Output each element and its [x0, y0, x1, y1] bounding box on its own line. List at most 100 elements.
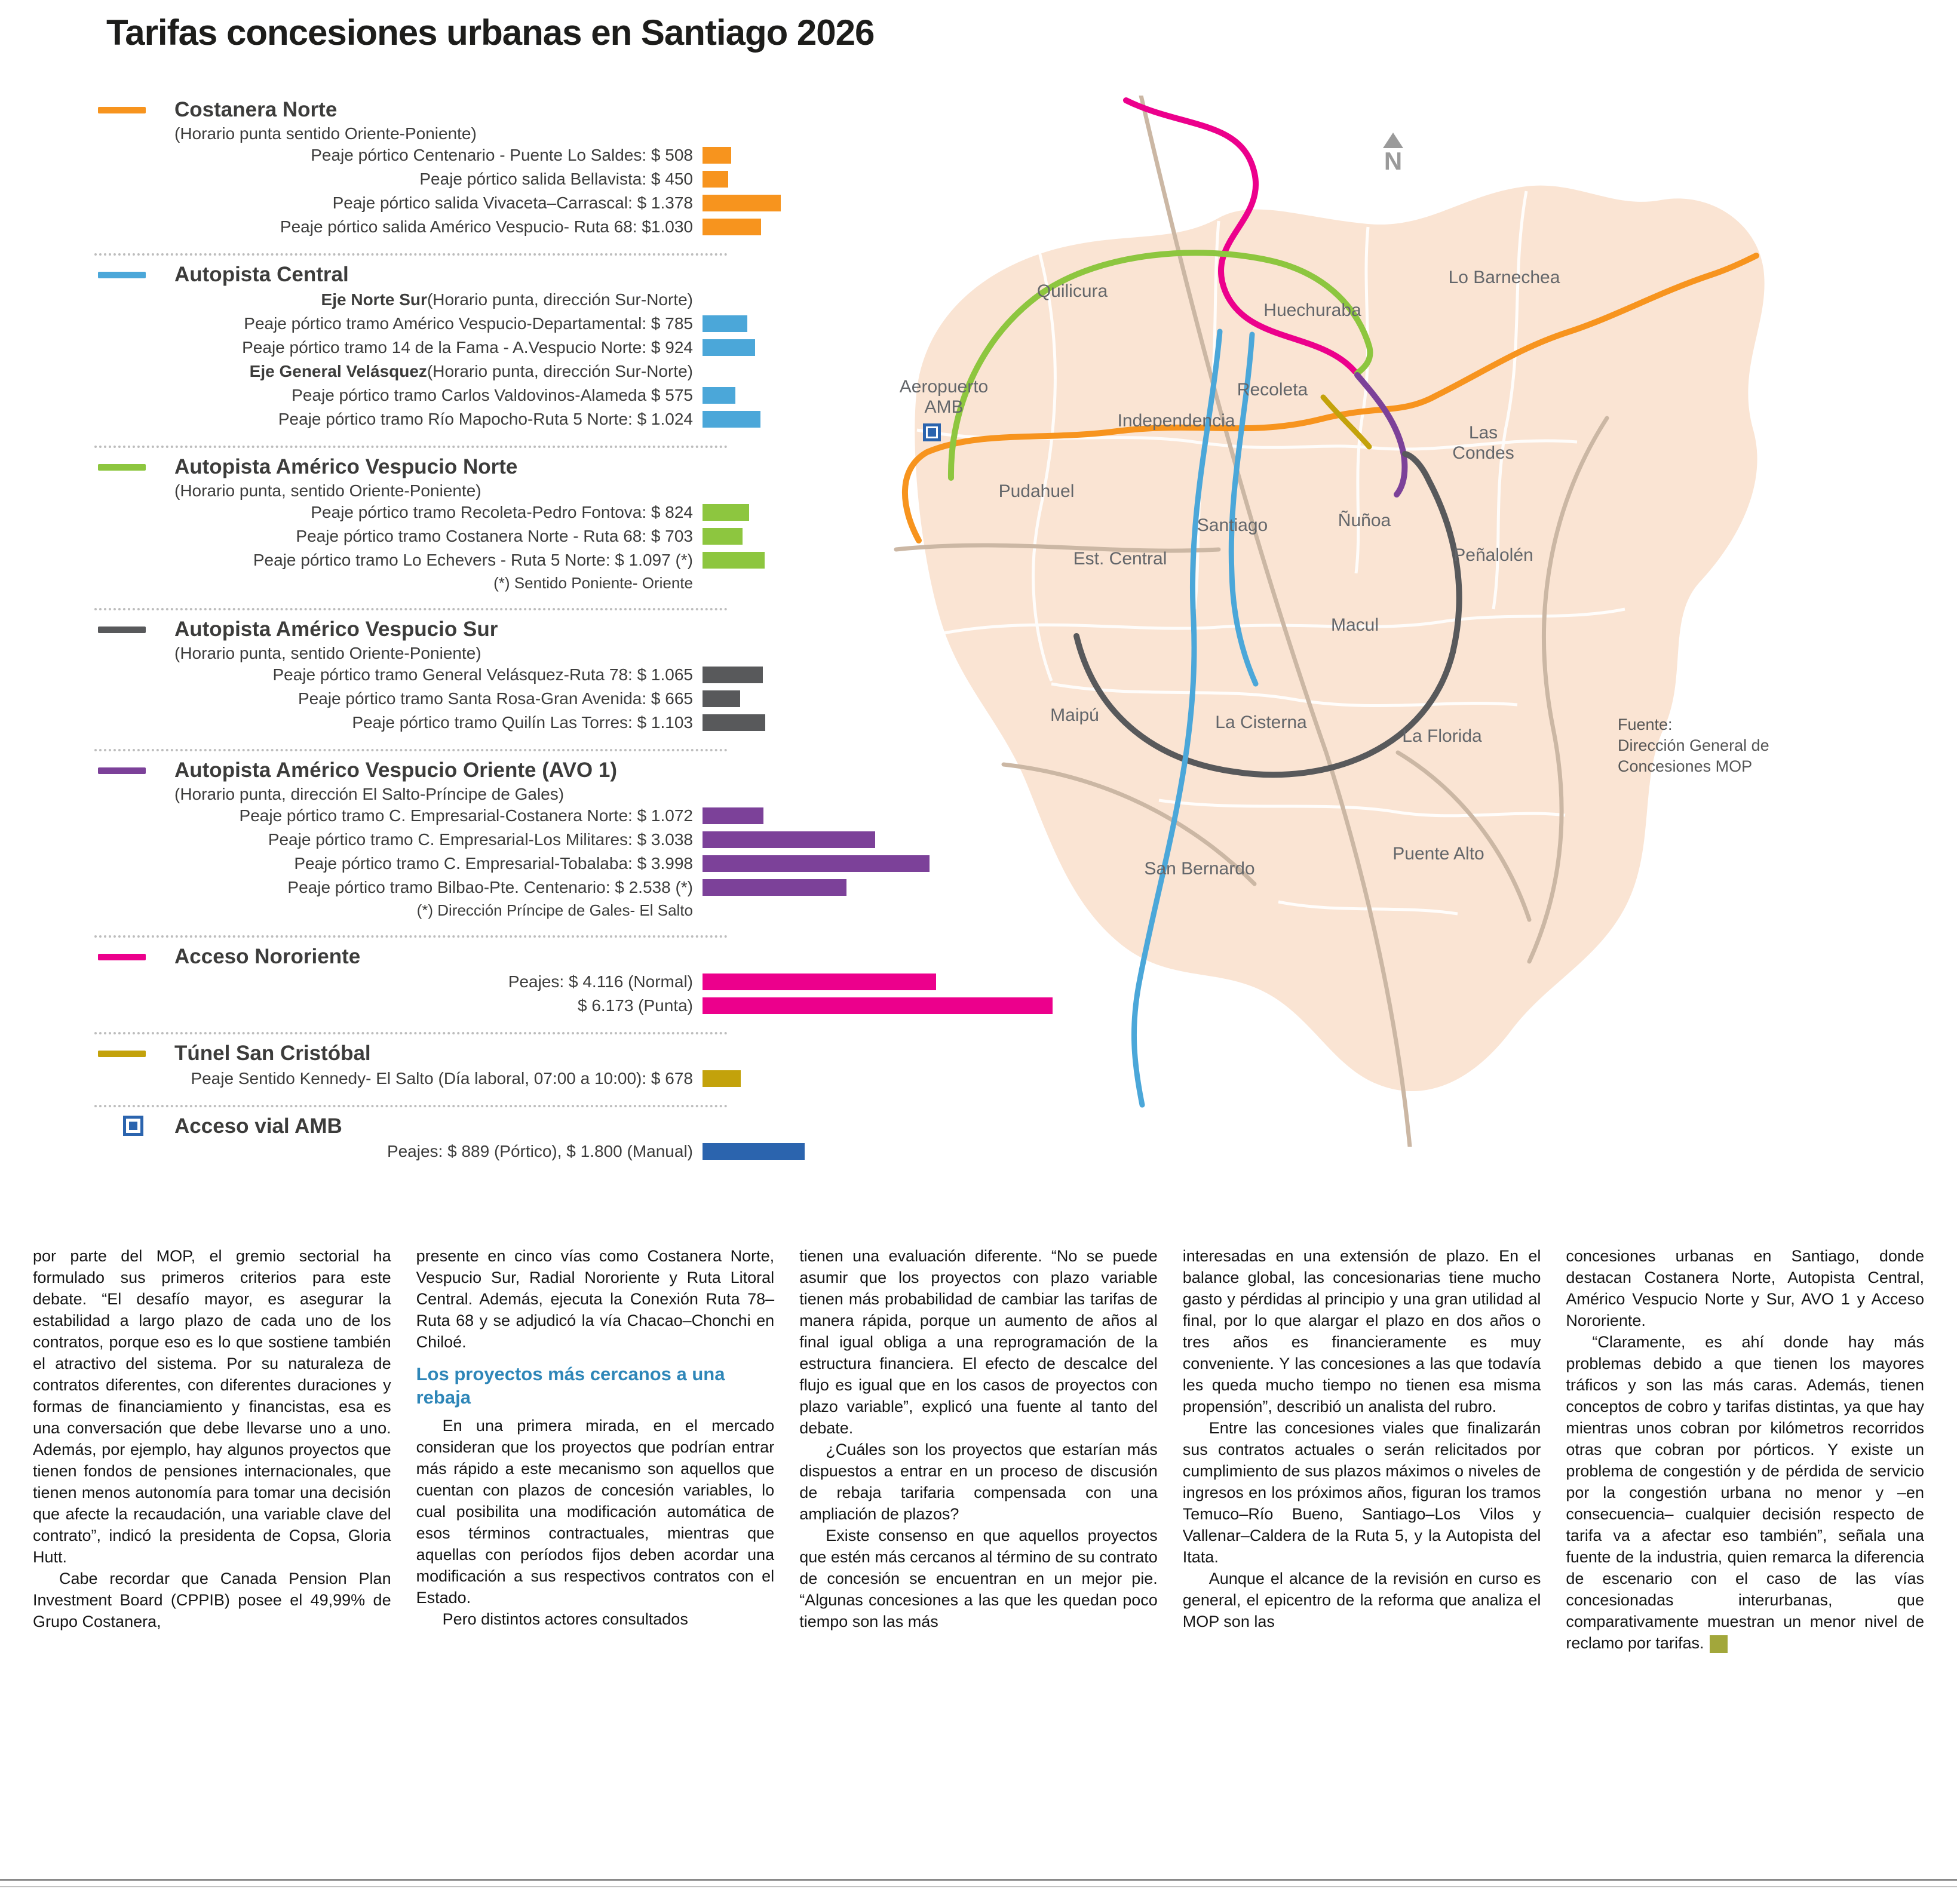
article-paragraph: ¿Cuáles son los proyectos que estarían m…	[799, 1441, 1158, 1523]
route-avo1	[1354, 372, 1408, 498]
legend-separator	[94, 1105, 728, 1107]
article-paragraph: presente en cinco vías como Costanera No…	[416, 1247, 775, 1351]
toll-label: Peaje pórtico tramo Costanera Norte - Ru…	[296, 527, 693, 545]
route-costanera-norte	[902, 253, 1759, 543]
toll-label: Peajes: $ 889 (Pórtico), $ 1.800 (Manual…	[387, 1142, 693, 1160]
toll-row: Peaje pórtico tramo Quilín Las Torres: $…	[90, 711, 1165, 735]
article-paragraph: Existe consenso en que aquellos proyecto…	[799, 1527, 1158, 1630]
toll-label: Peaje pórtico tramo 14 de la Fama - A.Ve…	[242, 338, 693, 357]
toll-group-name: Eje General Velásquez	[249, 362, 427, 380]
toll-bar	[703, 411, 760, 428]
toll-legend: Costanera Norte (Horario punta sentido Or…	[90, 91, 1165, 1172]
toll-bar	[703, 552, 765, 569]
map-label-lobarnechea: Lo Barnechea	[1449, 268, 1560, 288]
toll-label: Peaje pórtico tramo C. Empresarial-Los M…	[268, 830, 693, 849]
map-label-line: Santiago	[1197, 515, 1268, 535]
legend-section: Acceso vial AMB Peajes: $ 889 (Pórtico), …	[90, 1107, 1165, 1172]
legend-color-swatch	[98, 272, 146, 278]
legend-section-name: Autopista Central	[174, 263, 349, 286]
toll-row: Peaje pórtico tramo 14 de la Fama - A.Ve…	[90, 336, 1165, 360]
map-canvas	[894, 96, 1765, 1147]
map-label-independencia: Independencia	[1118, 411, 1235, 431]
legend-section-header: Autopista Américo Vespucio Norte	[90, 454, 1165, 480]
map-label-line: Independencia	[1117, 411, 1235, 431]
toll-bar	[703, 219, 761, 235]
map-source-line: Fuente:	[1618, 715, 1673, 733]
map-label-line: Maipú	[1050, 705, 1099, 725]
legend-section-name: Acceso vial AMB	[174, 1114, 342, 1138]
map-label-aeropuerto-amb: Aeropuerto AMB	[900, 377, 988, 417]
page-title: Tarifas concesiones urbanas en Santiago …	[106, 13, 875, 53]
legend-section: Autopista Américo Vespucio Sur (Horario p…	[90, 610, 1165, 743]
toll-bar	[703, 807, 763, 824]
toll-label: Peaje pórtico tramo Quilín Las Torres: $…	[352, 713, 693, 732]
legend-section-name: Autopista Américo Vespucio Sur	[174, 618, 498, 641]
legend-section: Autopista Central Eje Norte Sur (Horario …	[90, 256, 1165, 440]
legend-section-name: Autopista Américo Vespucio Oriente (AVO …	[174, 758, 617, 782]
toll-label: Peaje pórtico tramo General Velásquez-Ru…	[272, 665, 693, 684]
legend-separator	[94, 1032, 728, 1034]
legend-separator	[94, 446, 728, 448]
article: por parte del MOP, el gremio sectorial h…	[33, 1245, 1924, 1654]
route-autopista-central-1	[1131, 328, 1223, 1108]
toll-bar	[703, 195, 781, 211]
north-indicator: N	[1369, 133, 1417, 174]
map-source-line: Concesiones MOP	[1618, 757, 1753, 775]
map-label-line: Puente Alto	[1392, 844, 1484, 864]
map-source-line: Dirección General de	[1618, 736, 1769, 754]
toll-label: Peaje pórtico tramo Recoleta-Pedro Fonto…	[311, 503, 693, 521]
legend-color-swatch	[98, 1051, 146, 1057]
article-paragraph: Entre las concesiones viales que finaliz…	[1182, 1419, 1541, 1566]
map-label-line: AMB	[924, 397, 964, 417]
map-label-recoleta: Recoleta	[1237, 380, 1308, 400]
legend-section: Autopista Américo Vespucio Norte (Horario…	[90, 448, 1165, 602]
map-label-lacisterna: La Cisterna	[1215, 713, 1306, 733]
urban-area-shape	[915, 185, 1765, 1092]
legend-section: Costanera Norte (Horario punta sentido Or…	[90, 91, 1165, 247]
map-label-line: Condes	[1452, 443, 1514, 463]
map-label-uoa: Ñuñoa	[1338, 511, 1391, 531]
map-label-pudahuel: Pudahuel	[999, 481, 1075, 502]
legend-section-name: Costanera Norte	[174, 98, 338, 121]
map-label-line: La Florida	[1402, 726, 1482, 746]
map-label-line: Recoleta	[1237, 380, 1308, 400]
toll-group-header: Eje Norte Sur (Horario punta, dirección …	[90, 288, 693, 312]
article-column-2: presente en cinco vías como Costanera No…	[416, 1245, 775, 1654]
legend-color-swatch	[98, 954, 146, 960]
legend-section-header: Túnel San Cristóbal	[90, 1040, 1165, 1067]
toll-row: Peajes: $ 889 (Pórtico), $ 1.800 (Manual…	[90, 1140, 1165, 1163]
legend-separator	[94, 253, 728, 256]
toll-row: Peaje pórtico tramo Costanera Norte - Ru…	[90, 524, 1165, 548]
toll-label: Peaje pórtico salida Américo Vespucio- R…	[280, 217, 693, 236]
article-end-mark: S	[1710, 1635, 1746, 1653]
article-paragraph: por parte del MOP, el gremio sectorial h…	[33, 1247, 391, 1566]
santiago-map: Quilicura Huechuraba Lo Barnechea Aeropuert…	[860, 96, 1876, 1147]
map-label-line: Ñuñoa	[1338, 511, 1391, 530]
legend-section: Autopista Américo Vespucio Oriente (AVO …	[90, 751, 1165, 929]
toll-label: Peaje pórtico tramo Santa Rosa-Gran Aven…	[298, 689, 693, 708]
toll-label: Peaje pórtico tramo Bilbao-Pte. Centenar…	[287, 878, 693, 896]
route-vespucio-sur	[1073, 451, 1462, 778]
map-label-line: La Cisterna	[1215, 713, 1307, 732]
toll-row: Peajes: $ 4.116 (Normal)	[90, 970, 1165, 994]
toll-bar	[703, 147, 731, 164]
toll-label: Peaje pórtico tramo Lo Echevers - Ruta 5…	[253, 551, 693, 569]
legend-color-swatch	[98, 767, 146, 774]
legend-section-header: Acceso vial AMB	[90, 1113, 1165, 1140]
amb-portal-icon	[123, 1116, 143, 1136]
map-label-line: Las	[1468, 423, 1498, 443]
amb-portal-icon-inner	[129, 1122, 137, 1130]
article-paragraph: Cabe recordar que Canada Pension Plan In…	[33, 1570, 391, 1630]
toll-bar	[703, 339, 755, 356]
toll-row: Peaje pórtico tramo C. Empresarial-Los M…	[90, 828, 1165, 852]
toll-bar	[703, 171, 728, 188]
toll-bar	[703, 974, 936, 990]
toll-bar	[703, 690, 740, 707]
route-acceso-nororiente	[1123, 97, 1358, 374]
toll-label: Peaje pórtico salida Vivaceta–Carrascal:…	[332, 194, 693, 212]
legend-separator	[94, 608, 728, 610]
amb-station-icon-inner	[928, 428, 936, 437]
article-paragraph: interesadas en una extensión de plazo. E…	[1182, 1247, 1541, 1415]
article-column-4: interesadas en una extensión de plazo. E…	[1183, 1245, 1541, 1654]
toll-row: Peaje pórtico salida Américo Vespucio- R…	[90, 215, 1165, 239]
